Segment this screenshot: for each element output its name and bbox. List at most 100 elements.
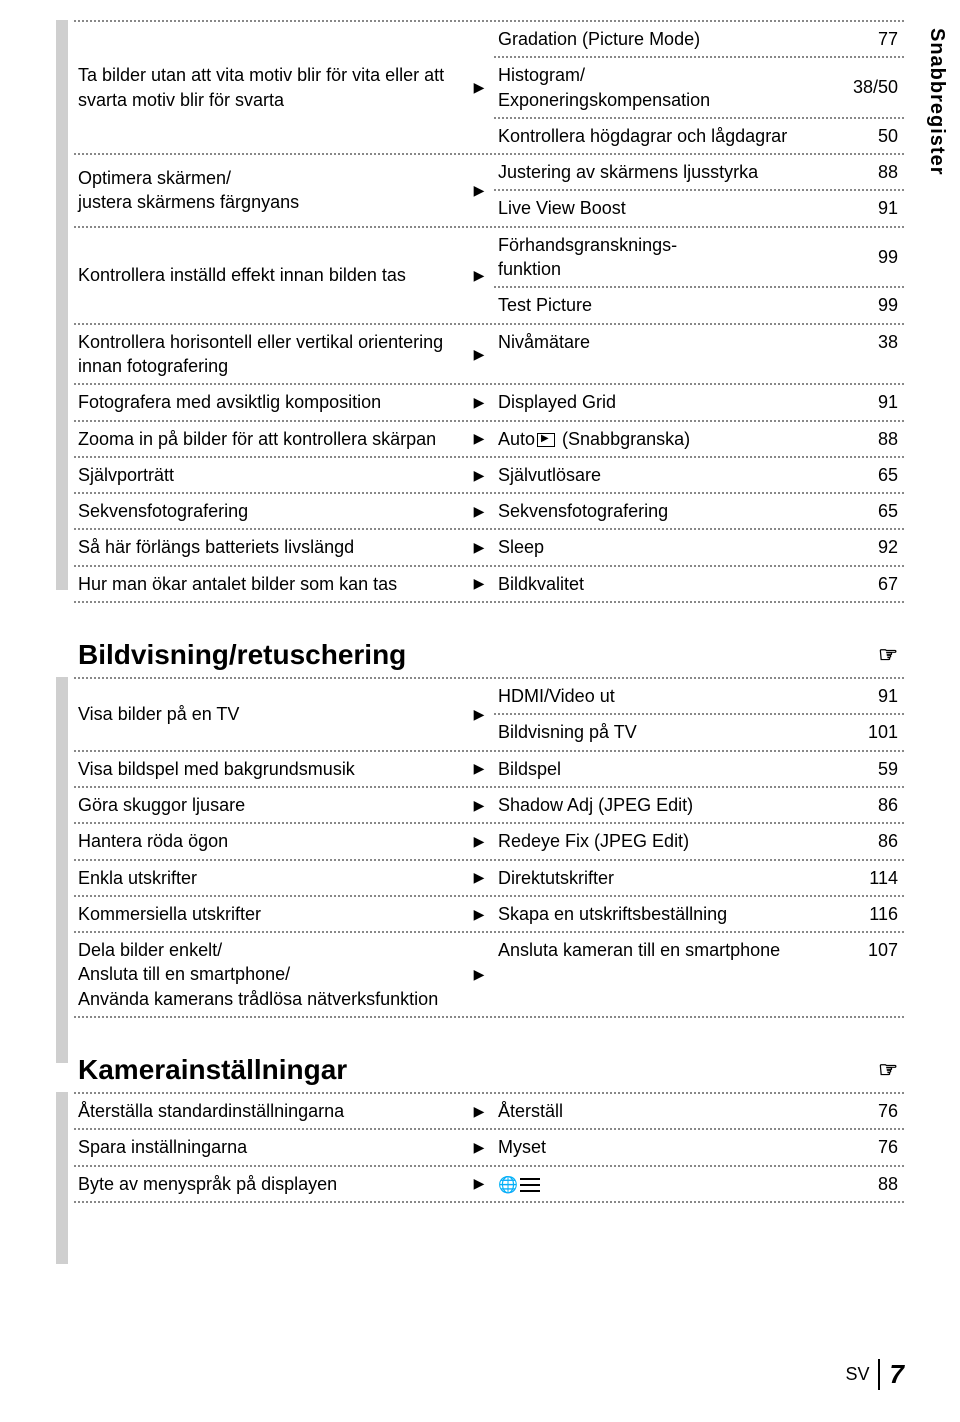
arrow-icon: ▶ bbox=[464, 1167, 494, 1202]
subentry-label: 🌐 bbox=[498, 1172, 830, 1197]
subentry-label: Test Picture bbox=[498, 293, 830, 317]
subentry-page: 88 bbox=[830, 160, 898, 184]
subentry-page: 76 bbox=[830, 1135, 898, 1159]
index-references: 🌐 88 bbox=[494, 1167, 904, 1202]
subentry-label: Bildkvalitet bbox=[498, 572, 830, 596]
arrow-icon: ▶ bbox=[464, 22, 494, 153]
arrow-icon: ▶ bbox=[464, 458, 494, 492]
subentry-page: 91 bbox=[830, 390, 898, 414]
arrow-icon: ▶ bbox=[464, 155, 494, 226]
subentry-label: Kontrollera högdagrar och lågdagrar bbox=[498, 124, 830, 148]
index-subentry: 🌐 88 bbox=[494, 1167, 904, 1202]
section-marker bbox=[56, 677, 68, 1063]
index-subentry: Histogram/Exponeringskompensation 38/50 bbox=[494, 58, 904, 119]
footer-lang: SV bbox=[846, 1364, 870, 1385]
arrow-icon: ▶ bbox=[464, 752, 494, 786]
index-subentry: Förhandsgransknings-funktion 99 bbox=[494, 228, 904, 289]
index-topic: Zooma in på bilder för att kontrollera s… bbox=[74, 422, 464, 456]
index-subentry: Displayed Grid 91 bbox=[494, 385, 904, 419]
index-row: Byte av menyspråk på displayen ▶ 🌐 88 bbox=[74, 1167, 904, 1204]
index-topic: Göra skuggor ljusare bbox=[74, 788, 464, 822]
section-marker bbox=[56, 1092, 68, 1264]
arrow-icon: ▶ bbox=[464, 325, 494, 384]
subentry-page: 99 bbox=[830, 293, 898, 317]
index-topic: Kontrollera inställd effekt innan bilden… bbox=[74, 228, 464, 323]
arrow-icon: ▶ bbox=[464, 422, 494, 456]
index-row: Ta bilder utan att vita motiv blir för v… bbox=[74, 20, 904, 155]
index-references: Shadow Adj (JPEG Edit) 86 bbox=[494, 788, 904, 822]
index-subentry: Live View Boost 91 bbox=[494, 191, 904, 225]
subentry-page: 99 bbox=[830, 245, 898, 269]
arrow-icon: ▶ bbox=[464, 933, 494, 1016]
subentry-page: 59 bbox=[830, 757, 898, 781]
index-topic: Ta bilder utan att vita motiv blir för v… bbox=[74, 22, 464, 153]
index-references: Återställ 76 bbox=[494, 1094, 904, 1128]
subentry-page: 76 bbox=[830, 1099, 898, 1123]
subentry-page: 101 bbox=[830, 720, 898, 744]
subentry-page: 107 bbox=[830, 938, 898, 962]
index-subentry: HDMI/Video ut 91 bbox=[494, 679, 904, 715]
subentry-label: Bildspel bbox=[498, 757, 830, 781]
index-topic: Visa bilder på en TV bbox=[74, 679, 464, 750]
section-title-playback: Bildvisning/retuschering bbox=[78, 639, 406, 671]
subentry-page: 91 bbox=[830, 684, 898, 708]
subentry-page: 91 bbox=[830, 196, 898, 220]
index-row: Spara inställningarna ▶ Myset 76 bbox=[74, 1130, 904, 1166]
index-subentry: Bildspel 59 bbox=[494, 752, 904, 786]
subentry-label: Självutlösare bbox=[498, 463, 830, 487]
subentry-page: 50 bbox=[830, 124, 898, 148]
globe-icon: 🌐 bbox=[498, 1177, 518, 1194]
index-references: Självutlösare 65 bbox=[494, 458, 904, 492]
index-topic: Sekvensfotografering bbox=[74, 494, 464, 528]
subentry-page: 86 bbox=[830, 793, 898, 817]
index-references: Displayed Grid 91 bbox=[494, 385, 904, 419]
index-row: Fotografera med avsiktlig komposition ▶ … bbox=[74, 385, 904, 421]
pointer-icon: ☞ bbox=[878, 1057, 898, 1083]
index-references: Redeye Fix (JPEG Edit) 86 bbox=[494, 824, 904, 858]
playback-icon bbox=[537, 433, 555, 447]
index-references: Direktutskrifter 114 bbox=[494, 861, 904, 895]
index-references: HDMI/Video ut 91 Bildvisning på TV 101 bbox=[494, 679, 904, 750]
index-subentry: Justering av skärmens ljusstyrka 88 bbox=[494, 155, 904, 191]
subentry-label: Redeye Fix (JPEG Edit) bbox=[498, 829, 830, 853]
index-topic: Hantera röda ögon bbox=[74, 824, 464, 858]
subentry-label: Shadow Adj (JPEG Edit) bbox=[498, 793, 830, 817]
arrow-icon: ▶ bbox=[464, 385, 494, 419]
index-row: Hantera röda ögon ▶ Redeye Fix (JPEG Edi… bbox=[74, 824, 904, 860]
index-topic: Byte av menyspråk på displayen bbox=[74, 1167, 464, 1202]
index-row: Kontrollera horisontell eller vertikal o… bbox=[74, 325, 904, 386]
index-subentry: Myset 76 bbox=[494, 1130, 904, 1164]
side-tab-label: Snabbregister bbox=[921, 22, 952, 185]
index-references: Bildspel 59 bbox=[494, 752, 904, 786]
index-references: Ansluta kameran till en smartphone 107 bbox=[494, 933, 904, 1016]
index-references: Sleep 92 bbox=[494, 530, 904, 564]
footer-page-number: 7 bbox=[878, 1359, 904, 1390]
index-subentry: Shadow Adj (JPEG Edit) 86 bbox=[494, 788, 904, 822]
index-subentry: Gradation (Picture Mode) 77 bbox=[494, 22, 904, 58]
subentry-page: 114 bbox=[830, 866, 898, 890]
arrow-icon: ▶ bbox=[464, 897, 494, 931]
arrow-icon: ▶ bbox=[464, 1130, 494, 1164]
subentry-label: HDMI/Video ut bbox=[498, 684, 830, 708]
index-references: Myset 76 bbox=[494, 1130, 904, 1164]
index-topic: Visa bildspel med bakgrundsmusik bbox=[74, 752, 464, 786]
subentry-label: Justering av skärmens ljusstyrka bbox=[498, 160, 830, 184]
index-references: Sekvensfotografering 65 bbox=[494, 494, 904, 528]
section-marker bbox=[56, 20, 68, 590]
subentry-label: Återställ bbox=[498, 1099, 830, 1123]
subentry-label: Ansluta kameran till en smartphone bbox=[498, 938, 830, 962]
index-row: Återställa standardinställningarna ▶ Åte… bbox=[74, 1092, 904, 1130]
index-row: Kommersiella utskrifter ▶ Skapa en utskr… bbox=[74, 897, 904, 933]
index-subentry: Nivåmätare 38 bbox=[494, 325, 904, 359]
subentry-label: Direktutskrifter bbox=[498, 866, 830, 890]
index-subentry: Ansluta kameran till en smartphone 107 bbox=[494, 933, 904, 967]
pointer-icon: ☞ bbox=[878, 642, 898, 668]
subentry-page: 92 bbox=[830, 535, 898, 559]
subentry-label: Förhandsgransknings-funktion bbox=[498, 233, 830, 282]
index-references: Nivåmätare 38 bbox=[494, 325, 904, 384]
index-row: Optimera skärmen/justera skärmens färgny… bbox=[74, 155, 904, 228]
subentry-page: 65 bbox=[830, 463, 898, 487]
index-topic: Så här förlängs batteriets livslängd bbox=[74, 530, 464, 564]
index-topic: Spara inställningarna bbox=[74, 1130, 464, 1164]
subentry-page: 86 bbox=[830, 829, 898, 853]
